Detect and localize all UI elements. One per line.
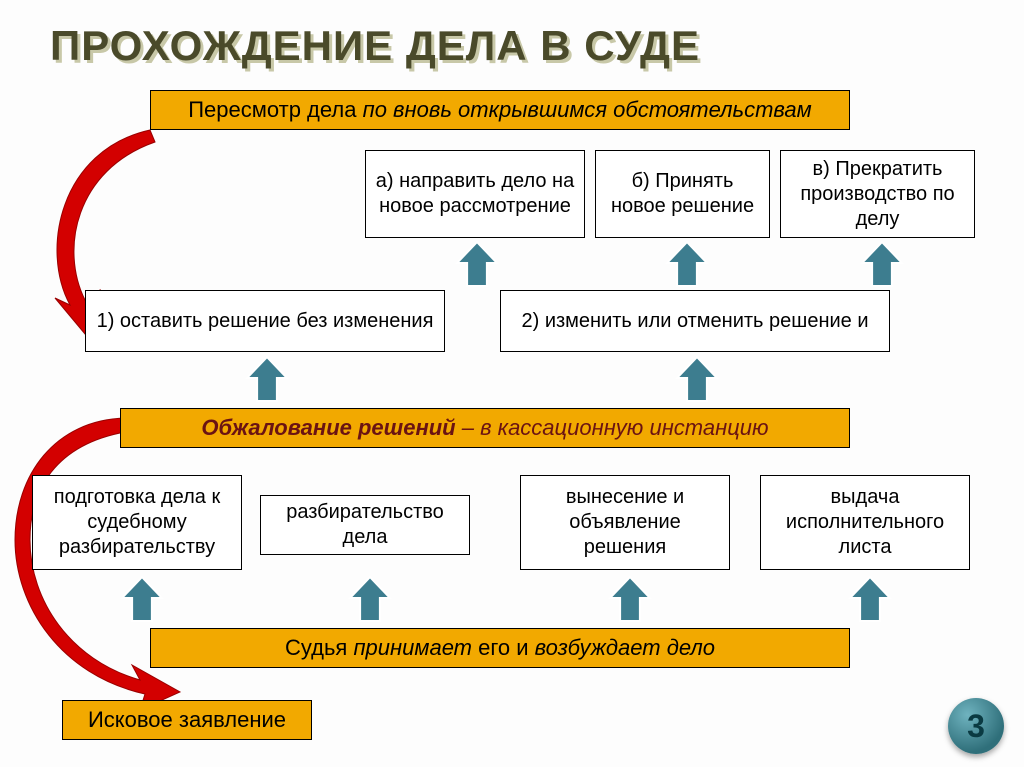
review-italic: по вновь открывшимся обстоятельствам	[363, 97, 812, 122]
review-bar: Пересмотр дела по вновь открывшимся обст…	[150, 90, 850, 130]
option-b-text: б) Принять новое решение	[604, 169, 761, 219]
option-b-box: б) Принять новое решение	[595, 150, 770, 238]
prep-box: подготовка дела к судебному разбирательс…	[32, 475, 242, 570]
writ-text: выдача исполнительного листа	[769, 485, 961, 560]
up-arrow-icon	[860, 240, 904, 288]
judge-bar: Судья принимает его и возбуждает дело	[150, 628, 850, 668]
appeal-bar: Обжалование решений – в кассационную инс…	[120, 408, 850, 448]
verdict-text: вынесение и объявление решения	[529, 485, 721, 560]
claim-bar: Исковое заявление	[62, 700, 312, 740]
appeal-bold: Обжалование решений	[201, 415, 455, 440]
judge-it2: возбуждает дело	[535, 635, 715, 660]
change-text: 2) изменить или отменить решение и	[521, 309, 868, 334]
leave-text: 1) оставить решение без изменения	[97, 309, 434, 334]
option-a-text: а) направить дело на новое рассмотрение	[374, 169, 576, 219]
trial-text: разбирательство дела	[269, 500, 461, 550]
option-c-box: в) Прекратить производство по делу	[780, 150, 975, 238]
page-title: ПРОХОЖДЕНИЕ ДЕЛА В СУДЕ	[50, 22, 700, 70]
option-a-box: а) направить дело на новое рассмотрение	[365, 150, 585, 238]
judge-it1: принимает	[353, 635, 472, 660]
page-number: 3	[967, 708, 985, 745]
up-arrow-icon	[245, 355, 289, 403]
judge-pre: Судья	[285, 635, 353, 660]
up-arrow-icon	[848, 575, 892, 623]
up-arrow-icon	[608, 575, 652, 623]
page-number-badge: 3	[948, 698, 1004, 754]
verdict-box: вынесение и объявление решения	[520, 475, 730, 570]
writ-box: выдача исполнительного листа	[760, 475, 970, 570]
leave-decision-box: 1) оставить решение без изменения	[85, 290, 445, 352]
claim-text: Исковое заявление	[88, 707, 286, 733]
prep-text: подготовка дела к судебному разбирательс…	[41, 485, 233, 560]
option-c-text: в) Прекратить производство по делу	[789, 157, 966, 232]
up-arrow-icon	[665, 240, 709, 288]
appeal-rest: – в кассационную инстанцию	[456, 415, 769, 440]
up-arrow-icon	[120, 575, 164, 623]
up-arrow-icon	[455, 240, 499, 288]
up-arrow-icon	[348, 575, 392, 623]
change-decision-box: 2) изменить или отменить решение и	[500, 290, 890, 352]
judge-mid: его и	[472, 635, 535, 660]
up-arrow-icon	[675, 355, 719, 403]
trial-box: разбирательство дела	[260, 495, 470, 555]
review-plain: Пересмотр дела	[188, 97, 362, 122]
